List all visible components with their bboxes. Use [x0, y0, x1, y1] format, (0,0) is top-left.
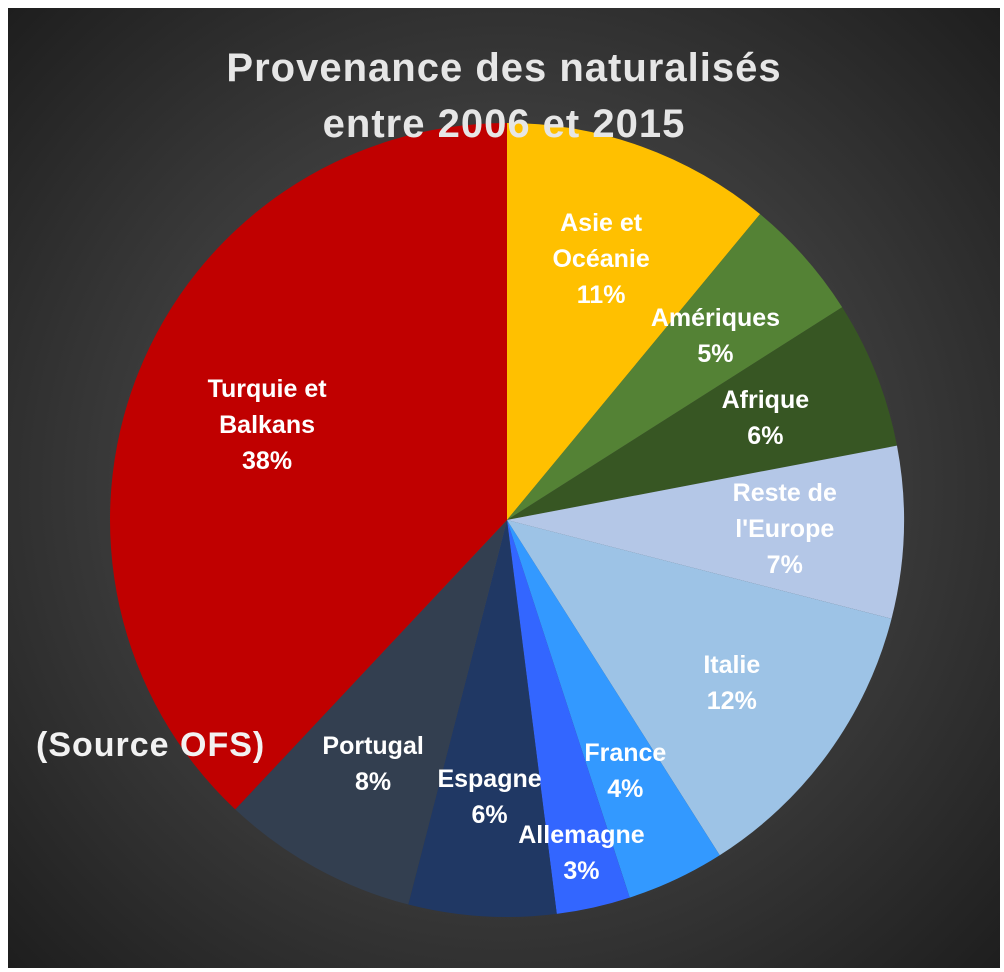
slice-name: Turquie et Balkans	[207, 375, 327, 439]
slice-label: Italie 12%	[657, 647, 807, 719]
slice-label: France 4%	[550, 735, 700, 807]
slice-label: Reste de l'Europe 7%	[710, 475, 860, 583]
slice-label: Afrique 6%	[690, 382, 840, 454]
pie-slice	[408, 520, 557, 917]
chart: Provenance des naturalisés entre 2006 et…	[8, 8, 1000, 968]
pie-slice	[507, 520, 630, 914]
slice-label: Amériques 5%	[640, 300, 790, 372]
slice-value: 5%	[697, 340, 734, 369]
slice-label: Asie et Océanie 11%	[526, 205, 676, 313]
slice-value: 6%	[747, 421, 784, 450]
slice-name: Afrique	[721, 385, 810, 414]
slice-label: Portugal 8%	[298, 728, 448, 800]
slice-name: Espagne	[437, 765, 542, 794]
pie-slice	[507, 520, 892, 856]
slice-name: France	[584, 739, 667, 768]
slice-name: Reste de l'Europe	[732, 478, 837, 543]
slice-value: 6%	[471, 801, 508, 830]
slice-value: 38%	[242, 447, 293, 475]
slice-value: 7%	[766, 550, 803, 579]
pie-slice	[109, 122, 507, 810]
slice-label: Espagne 6%	[415, 761, 565, 833]
slice-value: 3%	[563, 857, 600, 886]
slice-name: Italie	[703, 651, 761, 680]
pie-slice	[507, 123, 761, 520]
slice-label: Turquie et Balkans 38%	[192, 371, 342, 479]
chart-title: Provenance des naturalisés entre 2006 et…	[226, 46, 782, 146]
slice-name: Amériques	[650, 304, 781, 333]
slice-label: Allemagne 3%	[506, 817, 656, 889]
slice-value: 4%	[607, 775, 644, 804]
pie-slice	[507, 445, 904, 619]
pie-canvas	[109, 122, 904, 917]
pie-slice	[507, 307, 897, 520]
source-note: (Source OFS)	[36, 726, 266, 764]
chart-title-box: Provenance des naturalisés entre 2006 et…	[8, 40, 1000, 152]
slice-value: 11%	[576, 280, 626, 309]
pie-slice	[507, 520, 720, 898]
slice-value: 12%	[706, 687, 757, 716]
slice-name: Portugal	[322, 731, 424, 760]
pie-slice	[235, 520, 507, 905]
slice-name: Allemagne	[518, 821, 645, 850]
slice-name: Asie et Océanie	[552, 208, 650, 273]
slice-value: 8%	[355, 767, 392, 796]
pie-slice	[507, 214, 843, 520]
